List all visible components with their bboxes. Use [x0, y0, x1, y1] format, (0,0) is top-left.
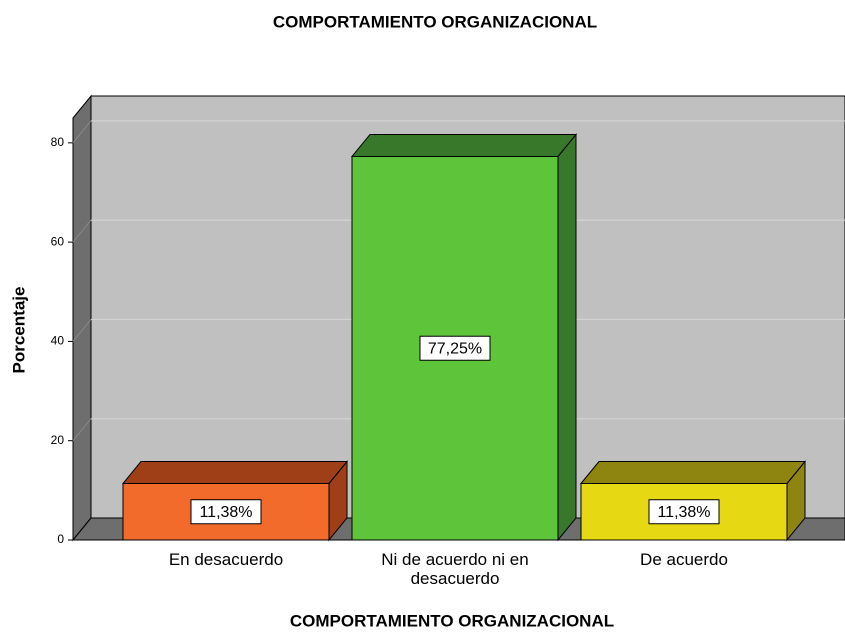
x-tick-label: Ni de acuerdo ni en desacuerdo — [381, 550, 529, 588]
x-tick-label: De acuerdo — [640, 550, 728, 569]
bar-top — [579, 461, 807, 485]
value-label-box — [190, 499, 262, 525]
y-tick-label: 60 — [51, 234, 65, 248]
value-label: 11,38% — [199, 504, 252, 521]
bar-group: 11,38% — [121, 460, 349, 542]
bar-side — [557, 133, 577, 542]
bar-top — [350, 133, 578, 157]
grid-line — [72, 120, 92, 144]
value-label: 77,25% — [428, 340, 482, 357]
value-label-box — [419, 335, 491, 361]
grid-line — [72, 319, 92, 342]
grid-line — [72, 219, 92, 243]
value-label: 11,38% — [657, 504, 710, 521]
left-wall — [72, 94, 92, 542]
y-tick-label: 20 — [51, 433, 65, 447]
x-tick-label: En desacuerdo — [168, 550, 284, 569]
x-axis-title: COMPORTAMIENTO ORGANIZACIONAL — [290, 611, 614, 630]
bar-group: 11,38% — [579, 460, 807, 542]
y-tick-label: 0 — [57, 532, 64, 546]
y-tick-label: 40 — [51, 334, 65, 348]
y-axis-title: Porcentaje — [9, 287, 28, 374]
chart-title: COMPORTAMIENTO ORGANIZACIONAL — [273, 12, 597, 31]
bar-top — [121, 461, 349, 485]
bar-group: 77,25% — [350, 133, 578, 542]
value-label-box — [648, 499, 720, 525]
y-tick-label: 80 — [51, 135, 65, 149]
grid-line — [72, 418, 92, 442]
